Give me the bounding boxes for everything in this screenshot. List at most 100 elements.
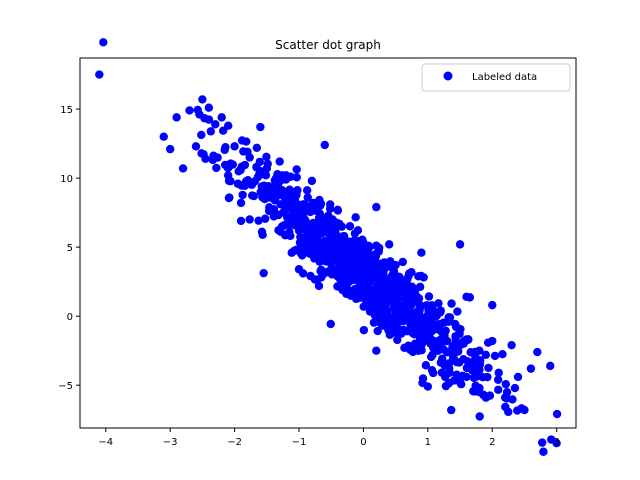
y-tick-label: −5 [58, 381, 73, 392]
data-point [320, 140, 329, 150]
data-point [351, 213, 360, 222]
data-point [159, 132, 168, 141]
data-point [397, 303, 407, 313]
data-point [513, 372, 523, 382]
data-point [445, 313, 455, 322]
data-point [533, 347, 542, 357]
data-point [418, 374, 428, 383]
data-point [433, 342, 443, 351]
data-point [197, 130, 206, 140]
data-point [494, 385, 503, 394]
data-point [423, 301, 432, 310]
data-point [334, 250, 343, 260]
data-point [281, 171, 291, 180]
data-point [323, 267, 333, 276]
data-point [353, 226, 363, 235]
x-tick-label: 2 [489, 437, 495, 448]
data-point [327, 235, 336, 245]
y-tick-label: 15 [60, 105, 73, 116]
y-tick-label: 10 [60, 174, 73, 185]
data-point [362, 252, 371, 261]
data-point [539, 447, 548, 456]
legend-label: Labeled data [472, 72, 537, 83]
data-point [490, 351, 500, 361]
data-point [468, 361, 478, 371]
data-point [391, 327, 400, 336]
x-tick-label: 3 [553, 437, 559, 448]
data-point [398, 290, 408, 300]
data-point [249, 191, 259, 201]
data-point [364, 243, 374, 252]
data-point [255, 157, 264, 167]
data-point [212, 163, 221, 173]
data-point [234, 167, 243, 176]
data-point [368, 258, 378, 267]
data-point [261, 171, 271, 180]
data-point [472, 370, 481, 379]
data-point [510, 383, 520, 393]
data-point [445, 368, 454, 377]
data-point [198, 95, 207, 104]
data-point [454, 358, 464, 367]
data-point [507, 340, 516, 350]
x-tick-label: −2 [227, 437, 242, 448]
data-point [277, 185, 287, 195]
data-point [287, 211, 297, 221]
data-point [301, 216, 310, 226]
data-point [404, 271, 413, 281]
data-point [410, 288, 420, 297]
data-point [471, 352, 480, 362]
data-point [371, 271, 380, 280]
data-point [95, 70, 104, 79]
data-point [185, 106, 194, 115]
data-point [201, 154, 210, 163]
data-point [325, 204, 335, 213]
data-point [269, 184, 278, 194]
data-point [328, 215, 337, 224]
data-point [407, 300, 416, 310]
data-point [178, 164, 188, 173]
data-point [423, 317, 432, 326]
data-point [425, 336, 435, 345]
data-point [369, 318, 379, 327]
data-point [292, 173, 301, 182]
data-point [500, 393, 510, 402]
data-point [384, 240, 394, 249]
data-point [294, 202, 304, 212]
data-point [165, 144, 175, 154]
data-point [423, 310, 433, 320]
data-point [377, 264, 386, 273]
data-point [279, 207, 288, 217]
data-point [243, 175, 253, 185]
points-layer [95, 38, 562, 456]
data-point [310, 230, 320, 239]
data-point [462, 372, 471, 382]
data-point [223, 171, 233, 180]
data-point [410, 316, 419, 325]
data-point [294, 265, 304, 274]
data-point [243, 147, 252, 157]
data-point [269, 205, 279, 214]
data-point [314, 202, 323, 212]
data-point [326, 319, 335, 329]
legend-marker [443, 71, 453, 81]
data-point [343, 253, 352, 262]
data-point [386, 315, 396, 325]
data-point [391, 260, 400, 270]
data-point [282, 200, 291, 209]
data-point [372, 310, 382, 319]
data-point [462, 292, 471, 302]
data-point [345, 222, 355, 231]
data-point [237, 136, 247, 145]
data-point [285, 227, 294, 237]
data-point [478, 373, 488, 382]
data-point [373, 326, 382, 336]
data-point [245, 215, 254, 224]
data-point [221, 160, 230, 170]
data-point [526, 364, 536, 373]
data-point [230, 142, 239, 151]
data-point [424, 292, 434, 301]
data-point [378, 289, 387, 299]
data-point [402, 316, 411, 325]
